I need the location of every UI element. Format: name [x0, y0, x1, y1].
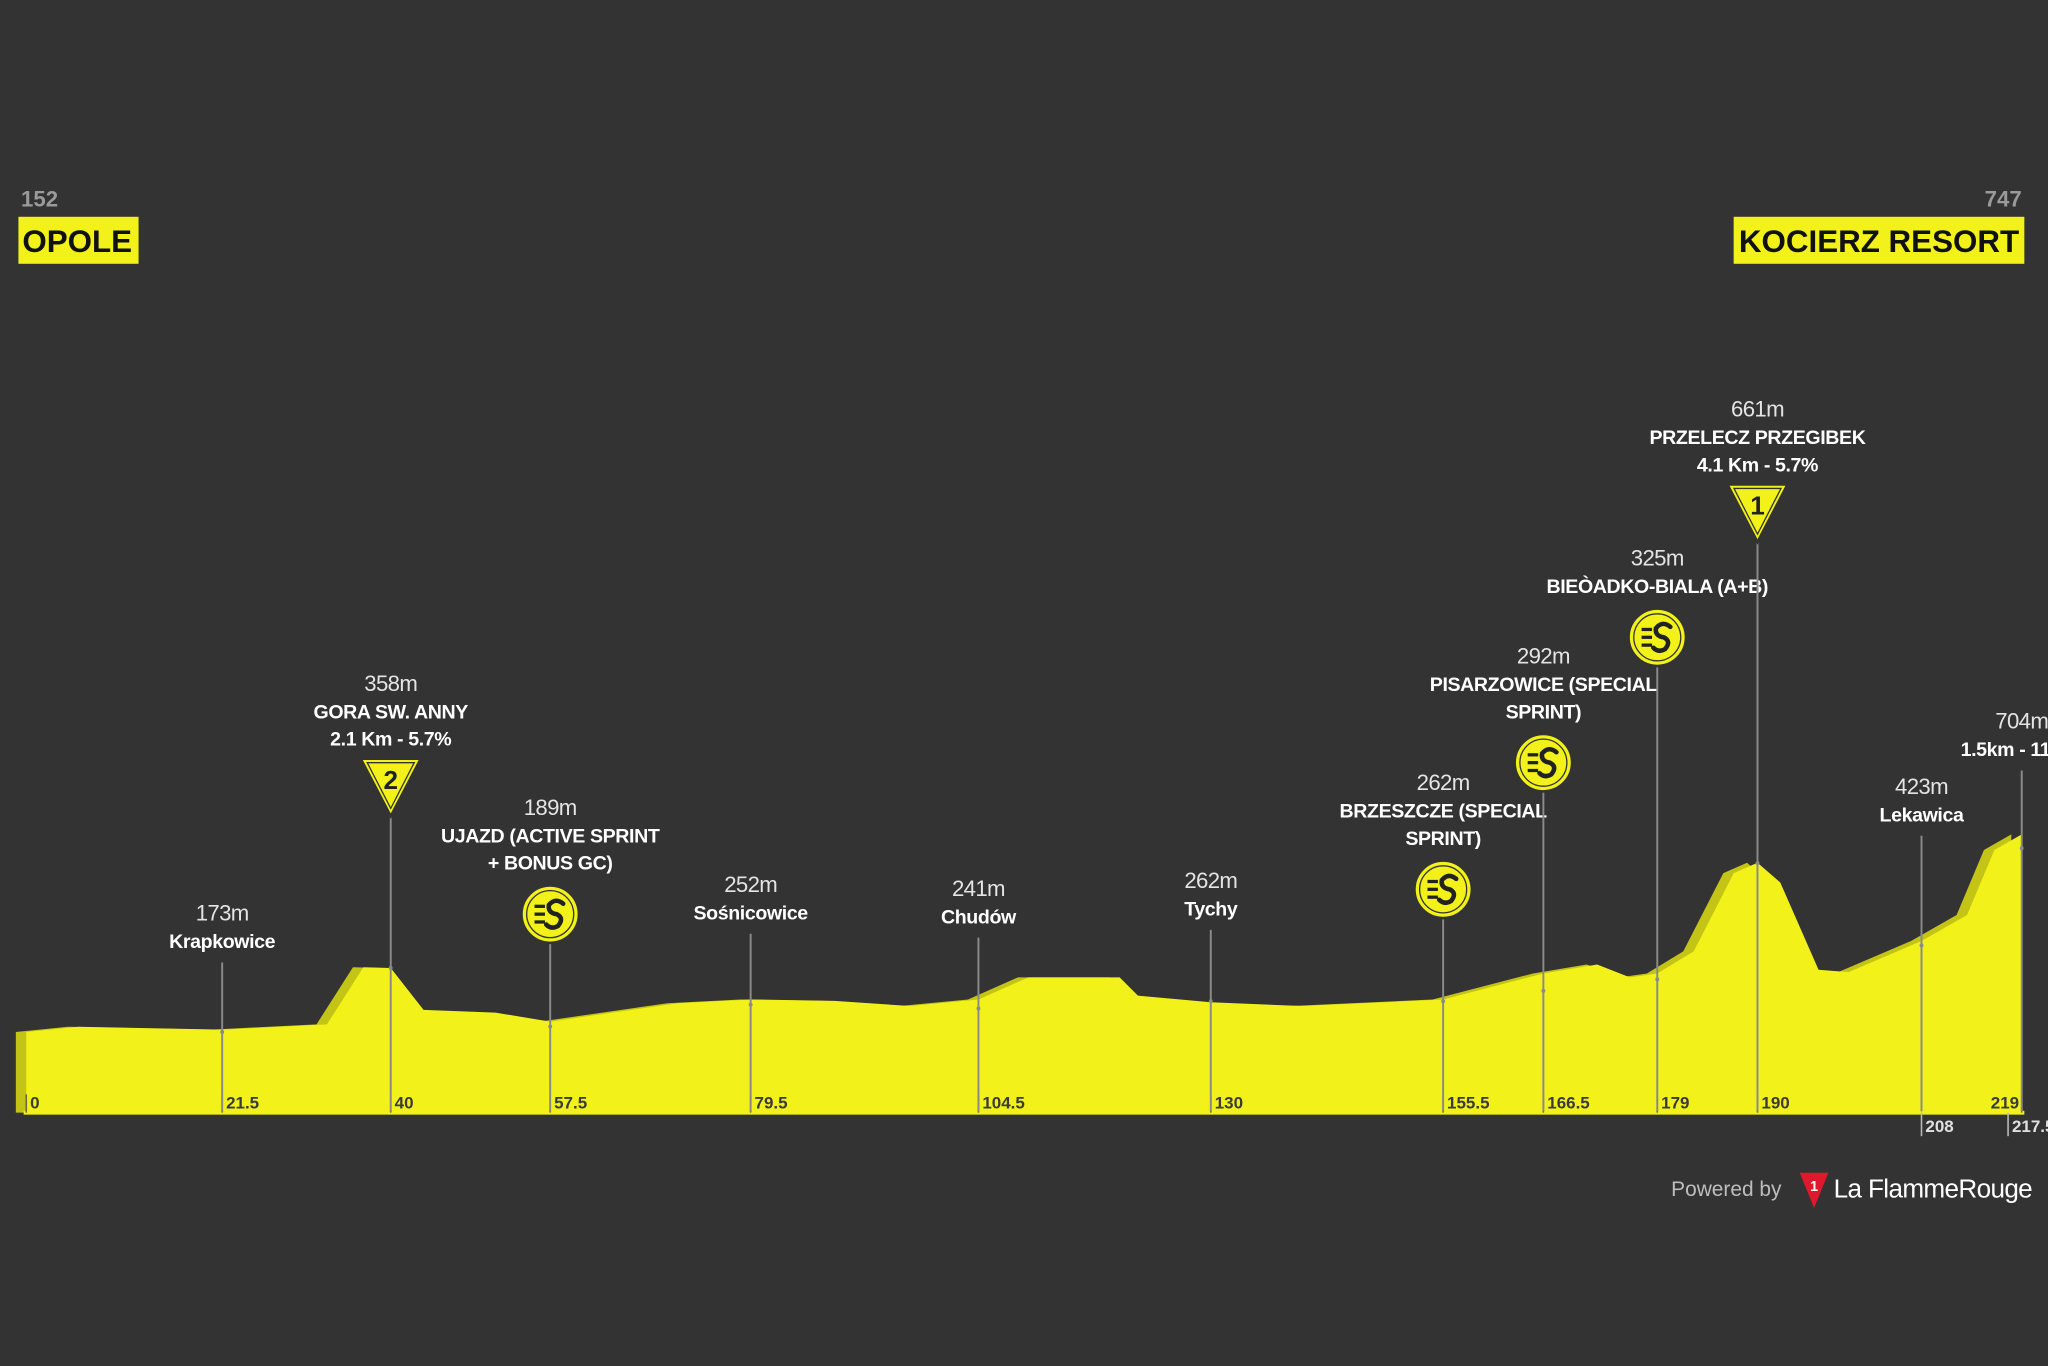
- climb-category: 1: [1750, 491, 1765, 521]
- elevation-profile: [26, 834, 2022, 1113]
- climb-category: 2: [383, 765, 398, 795]
- annotation-elevation: 262m: [1184, 868, 1237, 893]
- x-tick-label: 190: [1761, 1094, 1789, 1113]
- annotation-label: PISARZOWICE (SPECIAL: [1430, 674, 1658, 696]
- elevation-point: [1655, 977, 1660, 982]
- climb-icon-inner: [1732, 487, 1783, 536]
- annotation-elevation: 661m: [1731, 397, 1784, 422]
- annotation-label: SPRINT): [1506, 701, 1582, 723]
- annotation-label: Chudów: [941, 906, 1017, 928]
- powered-by: Powered by: [1671, 1178, 1782, 1201]
- annotation-label: + BONUS GC): [488, 853, 613, 875]
- elevation-point: [388, 966, 393, 970]
- annotation-elevation: 173m: [196, 901, 249, 926]
- elevation-point: [1441, 999, 1446, 1004]
- annotation-elevation: 252m: [724, 872, 777, 897]
- x-tick-label-below: 217.5: [2012, 1117, 2048, 1136]
- sprint-icon-s: [1436, 873, 1459, 906]
- start-name: OPOLE: [22, 224, 132, 259]
- brand-name: La FlammeRouge: [1834, 1174, 2033, 1204]
- sprint-icon-ring: [526, 889, 575, 939]
- x-tick-label: 0: [30, 1094, 39, 1113]
- x-tick-label: 130: [1215, 1094, 1243, 1113]
- annotation-label: Sośnicowice: [694, 902, 809, 924]
- x-tick-label: 40: [395, 1094, 414, 1113]
- elevation-point: [748, 1002, 753, 1007]
- climb-icon: [1725, 483, 1790, 545]
- climb-icon-inner: [366, 762, 416, 810]
- elevation-point: [1208, 999, 1213, 1004]
- x-tick-label-below: 208: [1925, 1117, 1953, 1136]
- x-tick-label: 79.5: [755, 1094, 788, 1113]
- annotation-elevation: 262m: [1417, 770, 1470, 795]
- x-tick-label: 219: [1991, 1094, 2019, 1113]
- annotation-label: UJAZD (ACTIVE SPRINT: [441, 825, 660, 847]
- x-tick-label: 155.5: [1447, 1094, 1489, 1113]
- sprint-icon-ring: [1633, 613, 1682, 662]
- start-box: [18, 216, 139, 264]
- x-tick-label: 166.5: [1547, 1094, 1589, 1113]
- start-elevation: 152: [21, 186, 58, 211]
- sprint-icon-s: [1651, 621, 1673, 653]
- annotation-elevation: 189m: [524, 795, 577, 820]
- finish-elevation: 747: [1985, 186, 2022, 211]
- annotation-label: BRZESZCZE (SPECIAL: [1340, 801, 1548, 823]
- annotation-label: GORA SW. ANNY: [314, 701, 469, 723]
- annotation-label: PRZELECZ PRZEGIBEK: [1650, 427, 1866, 449]
- elevation-point: [548, 1024, 553, 1029]
- annotation-label: 4.1 Km - 5.7%: [1697, 454, 1818, 476]
- elevation-point: [976, 1006, 981, 1011]
- elevation-point: [2019, 846, 2024, 851]
- annotation-label: Tychy: [1184, 898, 1238, 920]
- sprint-icon-ring: [1519, 738, 1568, 787]
- annotation-elevation: 358m: [364, 671, 417, 696]
- x-tick-label: 104.5: [982, 1094, 1024, 1113]
- annotation-label: 1.5km - 11.5%: [1961, 739, 2048, 761]
- annotation-elevation: 704m: [1995, 709, 2048, 734]
- annotation-label: BIEÒADKO-BIALA (A+B): [1547, 574, 1768, 598]
- annotation-label: SPRINT): [1405, 828, 1481, 850]
- brand-logo-mark: 1: [1810, 1179, 1818, 1195]
- brand-logo: [1799, 1172, 1829, 1208]
- x-tick-label: 179: [1661, 1094, 1689, 1113]
- annotation-elevation: 241m: [952, 876, 1005, 901]
- elevation-point: [1755, 861, 1760, 866]
- annotation-elevation: 325m: [1631, 545, 1684, 570]
- sprint-icon-ring: [1418, 865, 1468, 914]
- x-tick-label: 57.5: [554, 1094, 587, 1113]
- finish-box: [1733, 216, 2025, 264]
- annotation-elevation: 292m: [1517, 643, 1570, 668]
- annotation-label: Krapkowice: [169, 931, 275, 953]
- annotation-label: Lekawica: [1880, 804, 1965, 826]
- elevation-point: [1541, 988, 1546, 993]
- annotation-elevation: 423m: [1895, 774, 1948, 799]
- elevation-point: [1919, 943, 1924, 948]
- climb-icon: [358, 757, 423, 820]
- x-tick-label: 21.5: [226, 1094, 259, 1113]
- sprint-icon-s: [1537, 746, 1559, 779]
- finish-name: KOCIERZ RESORT: [1739, 224, 2019, 259]
- elevation-point: [220, 1030, 225, 1034]
- sprint-icon-s: [543, 898, 566, 930]
- annotation-label: 2.1 Km - 5.7%: [330, 729, 451, 751]
